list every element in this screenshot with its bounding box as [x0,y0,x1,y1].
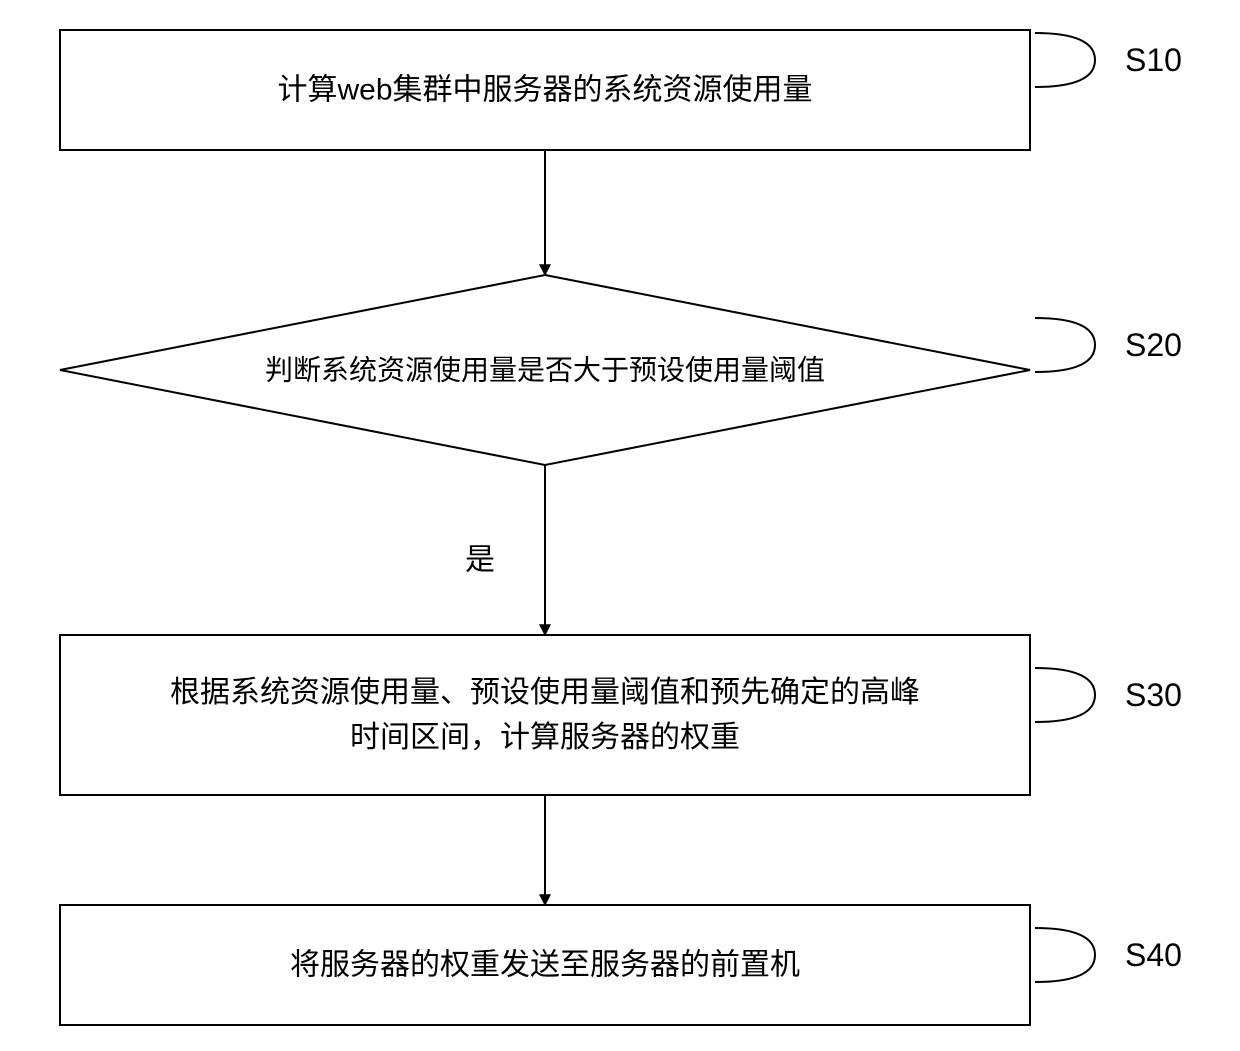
label-callout-s10: S10 [1035,33,1182,87]
step-label-s30: S30 [1125,677,1182,713]
node-s30-text: 根据系统资源使用量、预设使用量阈值和预先确定的高峰 [170,676,920,709]
node-s30: 根据系统资源使用量、预设使用量阈值和预先确定的高峰时间区间，计算服务器的权重 [60,635,1030,795]
node-s40: 将服务器的权重发送至服务器的前置机 [60,905,1030,1025]
node-s30-text: 时间区间，计算服务器的权重 [350,721,740,754]
label-callout-s40: S40 [1035,928,1182,982]
node-s20: 判断系统资源使用量是否大于预设使用量阈值 [60,275,1030,465]
flowchart-canvas: 计算web集群中服务器的系统资源使用量判断系统资源使用量是否大于预设使用量阈值根… [0,0,1240,1051]
node-s10-text: 计算web集群中服务器的系统资源使用量 [277,74,812,107]
step-label-s20: S20 [1125,327,1182,363]
node-s10: 计算web集群中服务器的系统资源使用量 [60,30,1030,150]
edge-s20-s30: 是 [465,465,545,635]
step-label-s40: S40 [1125,937,1182,973]
node-s20-text: 判断系统资源使用量是否大于预设使用量阈值 [265,355,825,386]
edge-label: 是 [465,544,495,577]
label-callout-s20: S20 [1035,318,1182,372]
label-callout-s30: S30 [1035,668,1182,722]
node-s40-text: 将服务器的权重发送至服务器的前置机 [290,949,800,982]
step-label-s10: S10 [1125,42,1182,78]
